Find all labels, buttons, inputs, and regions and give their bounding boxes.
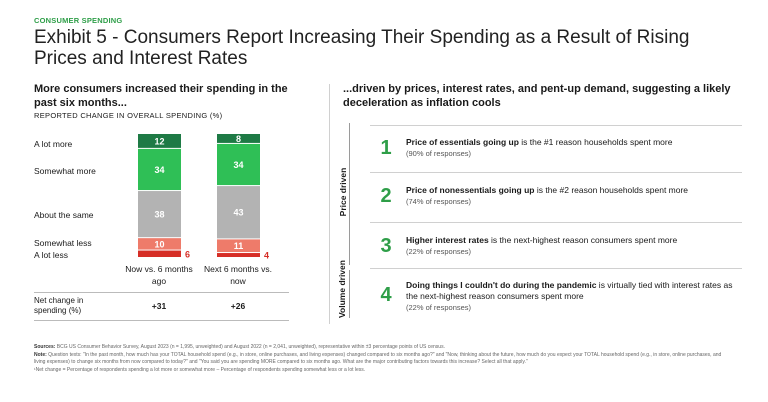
bar-segment-1-5: [138, 250, 181, 257]
stacked-bar-chart: 12 34 38 10 6 8 34 43 11 4: [138, 134, 269, 261]
group-label-volume: Volume driven: [337, 260, 347, 318]
reason-1-bold: Price of essentials going up: [406, 137, 519, 147]
kicker: CONSUMER SPENDING: [34, 16, 123, 25]
reason-4-rest: is virtually tied with interest rates as…: [406, 280, 733, 301]
reason-3-number: 3: [380, 235, 392, 257]
reason-1-text: Price of essentials going up is the #1 r…: [406, 137, 741, 159]
bar-segment-1-3: [138, 191, 181, 238]
bar-segment-2-2: [217, 143, 260, 186]
row-label-a-lot-more: A lot more: [34, 139, 73, 149]
reason-2-sub: (74% of responses): [406, 197, 472, 206]
reason-2-text: Price of nonessentials going up is the #…: [406, 185, 741, 207]
bar-segment-1-2: [138, 148, 181, 191]
reason-3-bold: Higher interest rates: [406, 235, 489, 245]
bar-value-label: 6: [185, 249, 190, 259]
right-heading: ...driven by prices, interest rates, and…: [343, 83, 731, 109]
net-divider: [34, 292, 289, 293]
left-heading: More consumers increased their spending …: [34, 83, 288, 109]
net-value-now: +31: [151, 301, 167, 311]
reason-1-sub: (90% of responses): [406, 149, 472, 158]
bar-value-label: 38: [154, 210, 164, 220]
bar-value-label: 11: [234, 241, 244, 251]
reason-1-number: 1: [380, 137, 392, 159]
sources-text: BCG US Consumer Behavior Survey, August …: [56, 344, 445, 350]
reason-3-sub: (22% of responses): [406, 247, 472, 256]
net-bottom-rule: [34, 320, 289, 321]
bar-value-label: 12: [154, 136, 164, 146]
bar-value-label: 43: [233, 208, 243, 218]
reason-4-text: Doing things I couldn't do during the pa…: [406, 280, 741, 313]
row-label-somewhat-more: Somewhat more: [34, 166, 96, 176]
reason-4-bold: Doing things I couldn't do during the pa…: [406, 280, 597, 290]
bar-segment-1-1: [138, 134, 181, 148]
bar-segment-2-3: [217, 186, 260, 239]
reason-2-number: 2: [380, 185, 392, 207]
reason-3-rest: is the next-highest reason consumers spe…: [488, 235, 678, 245]
panel-divider: [329, 84, 330, 324]
volume-group-bracket: [349, 270, 350, 318]
row-label-about-the-same: About the same: [34, 210, 94, 220]
bar-value-label: 4: [264, 251, 269, 261]
row-label-somewhat-less: Somewhat less: [34, 238, 92, 248]
bar-value-label: 8: [236, 134, 241, 144]
bar-segment-2-1: [217, 134, 260, 143]
net-value-next: +26: [230, 301, 246, 311]
bar-segment-1-4: [138, 238, 181, 250]
bar-segment-2-4: [217, 239, 260, 253]
note-label: Note:: [34, 351, 47, 358]
chart-subheading: REPORTED CHANGE IN OVERALL SPENDING (%): [34, 111, 223, 120]
bar-value-label: 34: [233, 160, 243, 170]
price-group-bracket: [349, 123, 350, 265]
reason-2-rest: is the #2 reason households spent more: [534, 185, 689, 195]
reason-1-rest: is the #1 reason households spent more: [518, 137, 673, 147]
sources-note: Sources: BCG US Consumer Behavior Survey…: [34, 344, 734, 374]
note-text: Question texts: "In the past month, how …: [34, 351, 722, 366]
reason-divider: [370, 125, 742, 126]
reason-divider: [370, 172, 742, 173]
reason-4-number: 4: [380, 284, 392, 306]
reason-divider: [370, 222, 742, 223]
reason-4-sub: (22% of responses): [406, 303, 472, 312]
column-label-next: Next 6 months vs. now: [203, 264, 273, 286]
bar-value-label: 10: [154, 239, 164, 249]
exhibit-title: Exhibit 5 - Consumers Report Increasing …: [34, 27, 690, 69]
column-label-now: Now vs. 6 months ago: [125, 264, 193, 286]
group-label-price: Price driven: [338, 167, 348, 217]
reason-divider: [370, 268, 742, 269]
reason-2-bold: Price of nonessentials going up: [406, 185, 535, 195]
reason-3-text: Higher interest rates is the next-highes…: [406, 235, 741, 257]
bar-segment-2-5: [217, 253, 260, 257]
sources-label: Sources:: [34, 344, 56, 350]
footnote-text: ¹Net change = Percentage of respondents …: [34, 366, 366, 373]
net-change-label: Net change in spending (%): [34, 296, 84, 315]
bar-value-label: 34: [154, 165, 164, 175]
row-label-a-lot-less: A lot less: [34, 250, 69, 260]
